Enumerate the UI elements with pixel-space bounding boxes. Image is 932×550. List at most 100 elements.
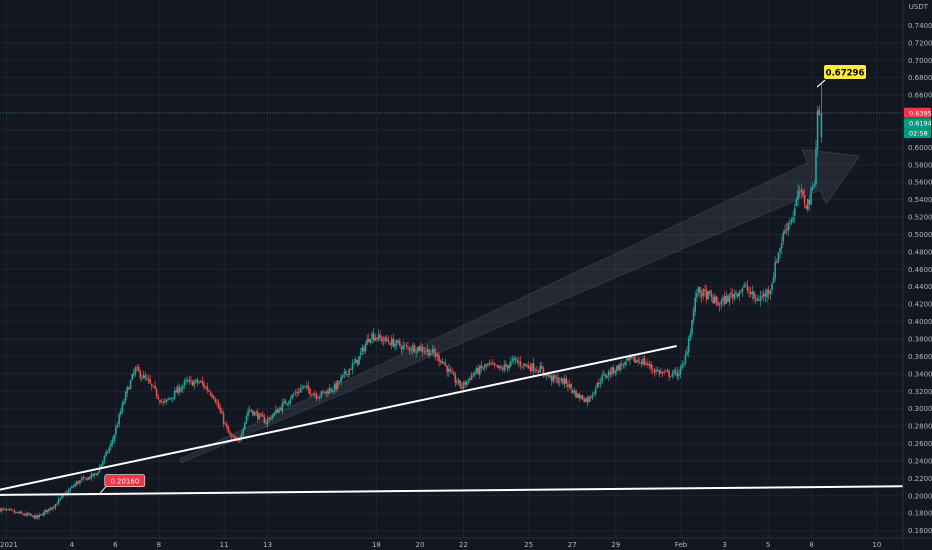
candle-body <box>115 427 117 435</box>
candle-body <box>227 426 230 433</box>
candle-body <box>415 351 417 353</box>
candle-body <box>552 375 555 382</box>
candle-body <box>807 198 809 210</box>
candle-body <box>18 511 21 514</box>
candle-body <box>438 354 440 362</box>
candle-body <box>390 338 393 345</box>
candle-body <box>467 379 470 381</box>
candle-body <box>710 293 713 298</box>
candle-body <box>30 514 32 516</box>
candle-body <box>665 371 667 372</box>
candle-body <box>98 467 101 473</box>
candle-body <box>474 372 476 376</box>
candle-body <box>444 363 447 366</box>
candle-body <box>350 368 352 370</box>
candle-body <box>446 365 448 373</box>
candle-body <box>748 291 750 293</box>
candle-body <box>332 390 334 392</box>
candle-body <box>408 347 411 351</box>
candle-body <box>97 472 99 475</box>
candle-body <box>459 380 462 387</box>
candle-body <box>265 423 267 424</box>
candle-body <box>691 320 693 334</box>
candle-body <box>802 190 804 195</box>
candle-body <box>247 410 249 416</box>
candle-body <box>428 349 430 356</box>
candle-body <box>173 390 176 399</box>
callout-text: 0.67296 <box>826 69 865 79</box>
candle-body <box>209 392 212 395</box>
candle-body <box>346 373 349 375</box>
candle-body <box>289 399 292 403</box>
candle-body <box>820 113 823 137</box>
candle-body <box>787 223 790 231</box>
candle-body <box>818 109 821 116</box>
candle-body <box>41 514 44 516</box>
candle-body <box>147 378 150 381</box>
candle-body <box>395 340 398 346</box>
candle-body <box>322 391 324 393</box>
candle-body <box>333 383 336 392</box>
candle-body <box>673 370 675 374</box>
candle-body <box>534 370 537 372</box>
candle-body <box>483 365 486 369</box>
x-tick-label: 29 <box>611 541 620 549</box>
candle-body <box>425 350 427 352</box>
candle-body <box>341 374 344 378</box>
candle-body <box>253 412 256 416</box>
candle-body <box>488 362 491 364</box>
candle-body <box>384 336 386 342</box>
candle-body <box>286 403 289 405</box>
candle-body <box>754 298 757 299</box>
price-scale-badge-text: 0.63959 <box>909 109 932 117</box>
candle-body <box>296 392 298 394</box>
candle-body <box>274 409 277 413</box>
x-tick-label: 11 <box>220 541 229 549</box>
candle-body <box>627 357 630 360</box>
candle-body <box>301 387 303 389</box>
candle-body <box>779 248 781 253</box>
candle-body <box>186 380 189 382</box>
candle-body <box>426 349 429 352</box>
candle-body <box>789 222 791 224</box>
candle-body <box>472 374 475 375</box>
candle-body <box>519 361 522 366</box>
candle-body <box>304 385 306 387</box>
x-tick-label: 8 <box>157 541 161 549</box>
candle-body <box>581 395 584 400</box>
candle-body <box>423 351 426 353</box>
candle-body <box>625 358 628 361</box>
x-tick-label: 20 <box>415 541 424 549</box>
candle-body <box>810 188 812 205</box>
candle-body <box>811 186 814 190</box>
candle-body <box>208 390 210 392</box>
candle-body <box>35 515 37 519</box>
candle-body <box>573 390 576 393</box>
time-axis[interactable]: 2021 4 6 8 11 13 18 20 22 25 27 29 Feb 3 5 8 10 <box>0 537 932 550</box>
candle-body <box>361 347 364 353</box>
candle-body <box>354 359 357 363</box>
x-tick-label: 25 <box>524 541 533 549</box>
candle-body <box>678 373 680 376</box>
candle-body <box>601 374 603 382</box>
candle-body <box>632 357 634 359</box>
candle-body <box>57 498 60 504</box>
candle-body <box>603 373 605 375</box>
trendlines[interactable] <box>0 344 904 496</box>
candle-body <box>134 367 137 374</box>
candle-body <box>297 392 300 393</box>
candle-body <box>222 413 225 424</box>
candle-body <box>167 398 169 400</box>
candle-body <box>741 288 744 292</box>
